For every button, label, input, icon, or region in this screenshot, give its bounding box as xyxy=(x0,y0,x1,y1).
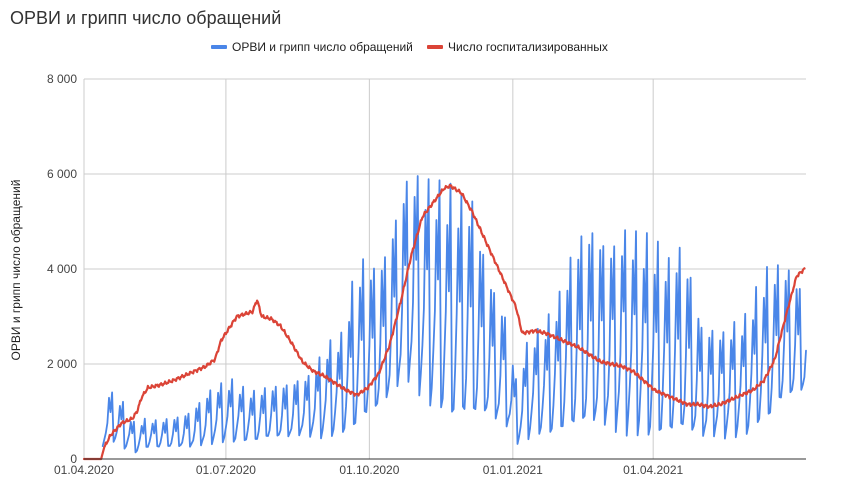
legend-label-orvi: ОРВИ и грипп число обращений xyxy=(232,40,413,54)
series-line-orvi xyxy=(101,175,807,454)
chart-title: ОРВИ и грипп число обращений xyxy=(10,8,281,28)
legend-label-hospitalized: Число госпитализированных xyxy=(448,40,608,54)
y-tick-label: 8 000 xyxy=(47,72,77,86)
x-axis-ticks: 01.04.2020 01.07.2020 01.10.2020 01.01.2021… xyxy=(54,463,684,477)
legend-swatch-hospitalized xyxy=(427,45,443,49)
y-tick-label: 2 000 xyxy=(47,357,77,371)
legend-item-hospitalized: Число госпитализированных xyxy=(427,40,608,54)
x-tick-label: 01.04.2021 xyxy=(623,463,683,477)
x-tick-label: 01.10.2020 xyxy=(339,463,399,477)
y-axis-ticks: 0 2 000 4 000 6 000 8 000 xyxy=(47,72,77,466)
series-layer xyxy=(82,175,807,461)
x-tick-label: 01.01.2021 xyxy=(483,463,543,477)
x-tick-label: 01.04.2020 xyxy=(54,463,114,477)
x-tick-label: 01.07.2020 xyxy=(196,463,256,477)
y-tick-label: 6 000 xyxy=(47,167,77,181)
legend-item-orvi: ОРВИ и грипп число обращений xyxy=(211,40,413,54)
legend-swatch-orvi xyxy=(211,45,227,49)
chart-legend: ОРВИ и грипп число обращений Число госпи… xyxy=(211,40,608,54)
series-line-hospitalized xyxy=(82,183,806,461)
y-tick-label: 0 xyxy=(70,452,77,466)
y-tick-label: 4 000 xyxy=(47,262,77,276)
y-axis-label: ОРВИ и грипп число обращений xyxy=(9,180,23,361)
